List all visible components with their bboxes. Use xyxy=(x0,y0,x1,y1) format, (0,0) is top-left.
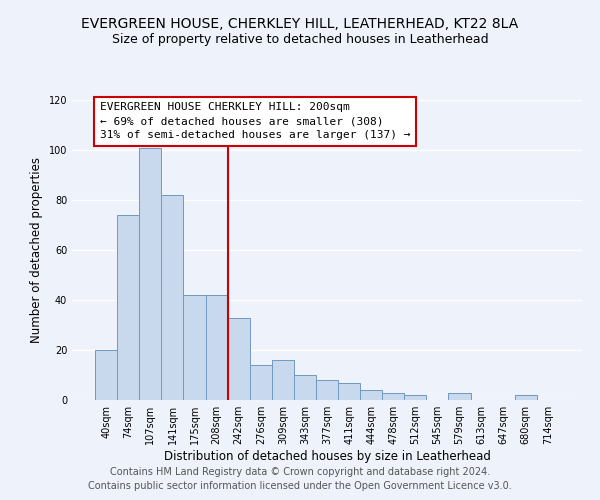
Bar xyxy=(515,395,537,400)
Bar xyxy=(338,382,360,400)
Bar xyxy=(360,390,382,400)
Bar xyxy=(316,380,338,400)
Y-axis label: Number of detached properties: Number of detached properties xyxy=(30,157,43,343)
Bar xyxy=(382,392,404,400)
Bar xyxy=(117,215,139,400)
Bar xyxy=(404,395,427,400)
Bar xyxy=(227,318,250,400)
Bar xyxy=(139,148,161,400)
Bar xyxy=(448,392,470,400)
X-axis label: Distribution of detached houses by size in Leatherhead: Distribution of detached houses by size … xyxy=(164,450,490,463)
Bar xyxy=(184,295,206,400)
Text: Size of property relative to detached houses in Leatherhead: Size of property relative to detached ho… xyxy=(112,32,488,46)
Text: EVERGREEN HOUSE CHERKLEY HILL: 200sqm
← 69% of detached houses are smaller (308): EVERGREEN HOUSE CHERKLEY HILL: 200sqm ← … xyxy=(100,102,410,141)
Bar xyxy=(95,350,117,400)
Text: Contains HM Land Registry data © Crown copyright and database right 2024.
Contai: Contains HM Land Registry data © Crown c… xyxy=(88,467,512,491)
Bar xyxy=(294,375,316,400)
Text: EVERGREEN HOUSE, CHERKLEY HILL, LEATHERHEAD, KT22 8LA: EVERGREEN HOUSE, CHERKLEY HILL, LEATHERH… xyxy=(82,18,518,32)
Bar xyxy=(206,295,227,400)
Bar xyxy=(250,365,272,400)
Bar xyxy=(161,195,184,400)
Bar xyxy=(272,360,294,400)
